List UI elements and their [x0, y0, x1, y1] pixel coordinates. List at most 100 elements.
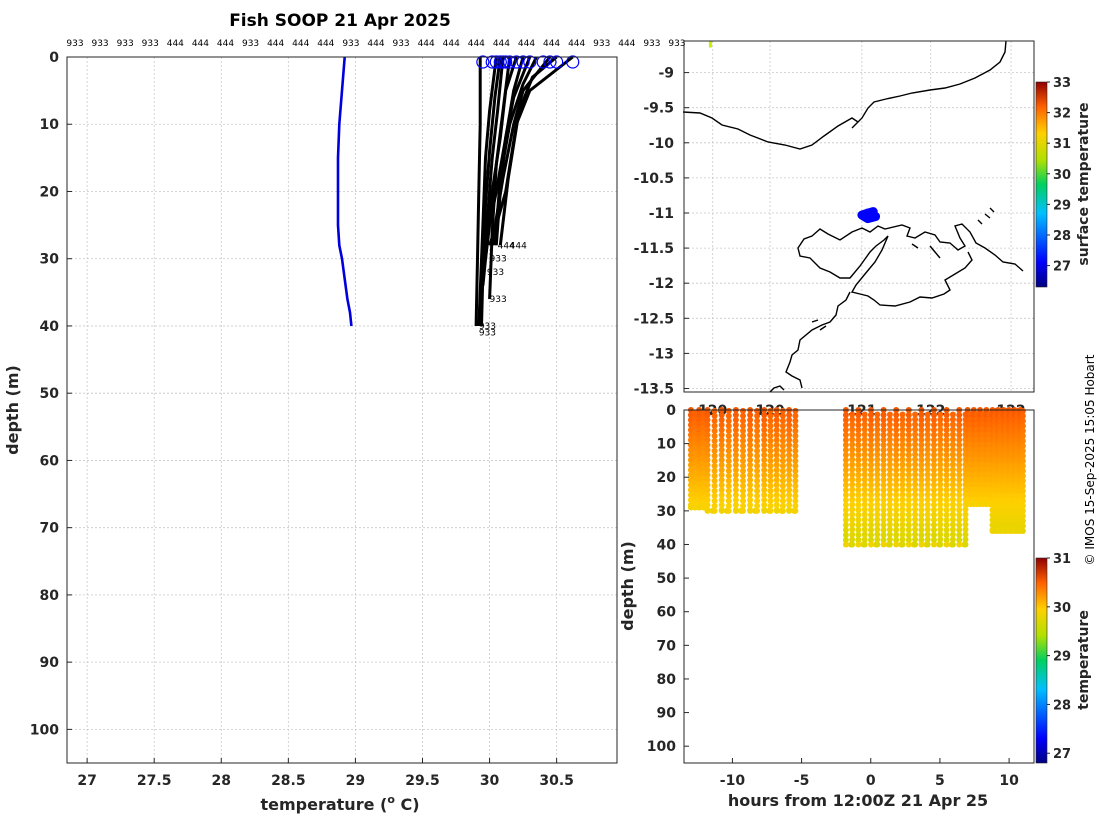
section-point — [740, 477, 746, 484]
top-profile-label: 933 — [668, 39, 685, 49]
section-point — [931, 487, 937, 493]
section-point — [886, 501, 893, 508]
section-point — [874, 416, 881, 423]
section-point — [905, 442, 912, 448]
section-point — [704, 477, 711, 483]
section-point — [943, 482, 950, 488]
section-point — [949, 461, 956, 468]
section-point — [747, 437, 754, 443]
section-point — [725, 442, 732, 449]
section-point — [861, 506, 868, 513]
section-point — [767, 447, 774, 454]
profile-grid — [67, 56, 617, 763]
profile-annotation: 933 — [479, 322, 496, 332]
top-profile-label: 933 — [342, 39, 359, 49]
section-point — [767, 487, 774, 494]
section-point — [711, 482, 718, 489]
section-point — [732, 422, 739, 428]
surface-marker — [509, 55, 523, 69]
section-point — [855, 482, 862, 488]
section-point — [924, 451, 931, 458]
section-point — [767, 437, 774, 444]
section-point — [773, 422, 780, 428]
section-point — [949, 441, 956, 448]
section-point — [893, 492, 900, 498]
map-colorbar-tick-label: 27 — [1053, 260, 1071, 275]
map-y-tick-label: -12.5 — [634, 311, 674, 327]
section-point — [754, 502, 761, 509]
section-point — [899, 521, 906, 528]
section-point — [905, 537, 912, 543]
section-point — [711, 412, 718, 419]
section-point — [937, 486, 944, 493]
section-point — [842, 527, 849, 533]
top-profile-label: 444 — [317, 39, 334, 49]
section-point — [962, 536, 969, 543]
section-point — [754, 432, 761, 439]
section-point — [732, 467, 739, 473]
section-points — [687, 407, 1026, 548]
coastline-islets — [811, 207, 995, 331]
section-point — [792, 477, 799, 484]
top-profile-label: 444 — [292, 39, 309, 49]
section-point — [949, 411, 956, 418]
section-point — [893, 432, 900, 438]
section-point — [931, 422, 937, 428]
section-point — [893, 427, 900, 433]
section-point — [937, 476, 944, 483]
section-point — [718, 457, 725, 463]
section-point — [779, 482, 786, 489]
map-track — [708, 40, 881, 224]
section-point — [880, 502, 887, 508]
section-point — [747, 422, 754, 428]
section-point — [849, 531, 856, 538]
section-point — [754, 482, 761, 489]
section-point — [792, 417, 799, 424]
section-point — [861, 411, 868, 418]
profile-axes-box — [66, 56, 618, 764]
section-point — [931, 417, 937, 423]
section-point — [937, 411, 944, 418]
section-point — [899, 461, 906, 468]
section-point — [711, 442, 718, 449]
section-point — [912, 511, 919, 518]
section-point — [949, 436, 956, 443]
section-point — [779, 412, 786, 419]
section-point — [849, 436, 856, 443]
section-point — [931, 452, 937, 458]
profile-lines — [336, 55, 574, 327]
section-point — [912, 476, 919, 483]
section-point — [747, 442, 754, 448]
section-point — [767, 452, 774, 459]
section-point — [931, 477, 937, 483]
section-point — [725, 467, 732, 474]
section-point — [868, 487, 874, 493]
section-point — [842, 422, 849, 428]
section-point — [868, 541, 874, 548]
section-point — [855, 541, 862, 548]
section-point — [861, 486, 868, 493]
section-point — [786, 422, 793, 428]
section-point — [704, 452, 711, 458]
section-point — [711, 472, 718, 479]
section-point — [912, 516, 919, 523]
section-point — [868, 522, 874, 528]
x-tick-label: 28 — [212, 773, 231, 789]
section-point — [874, 451, 881, 458]
section-point — [754, 447, 761, 454]
section-point — [773, 487, 780, 493]
section-point — [711, 477, 718, 484]
section-point — [949, 456, 956, 463]
section-point — [905, 487, 912, 493]
section-point — [962, 506, 969, 513]
section-point — [792, 502, 799, 509]
section-point — [849, 486, 856, 493]
x-tick-label: 27 — [77, 773, 96, 789]
section-point — [792, 452, 799, 459]
section-point — [761, 447, 768, 453]
section-point — [880, 527, 887, 533]
section-point — [874, 461, 881, 468]
section-point — [842, 507, 849, 513]
section-point — [918, 512, 925, 518]
section-point — [912, 451, 919, 458]
